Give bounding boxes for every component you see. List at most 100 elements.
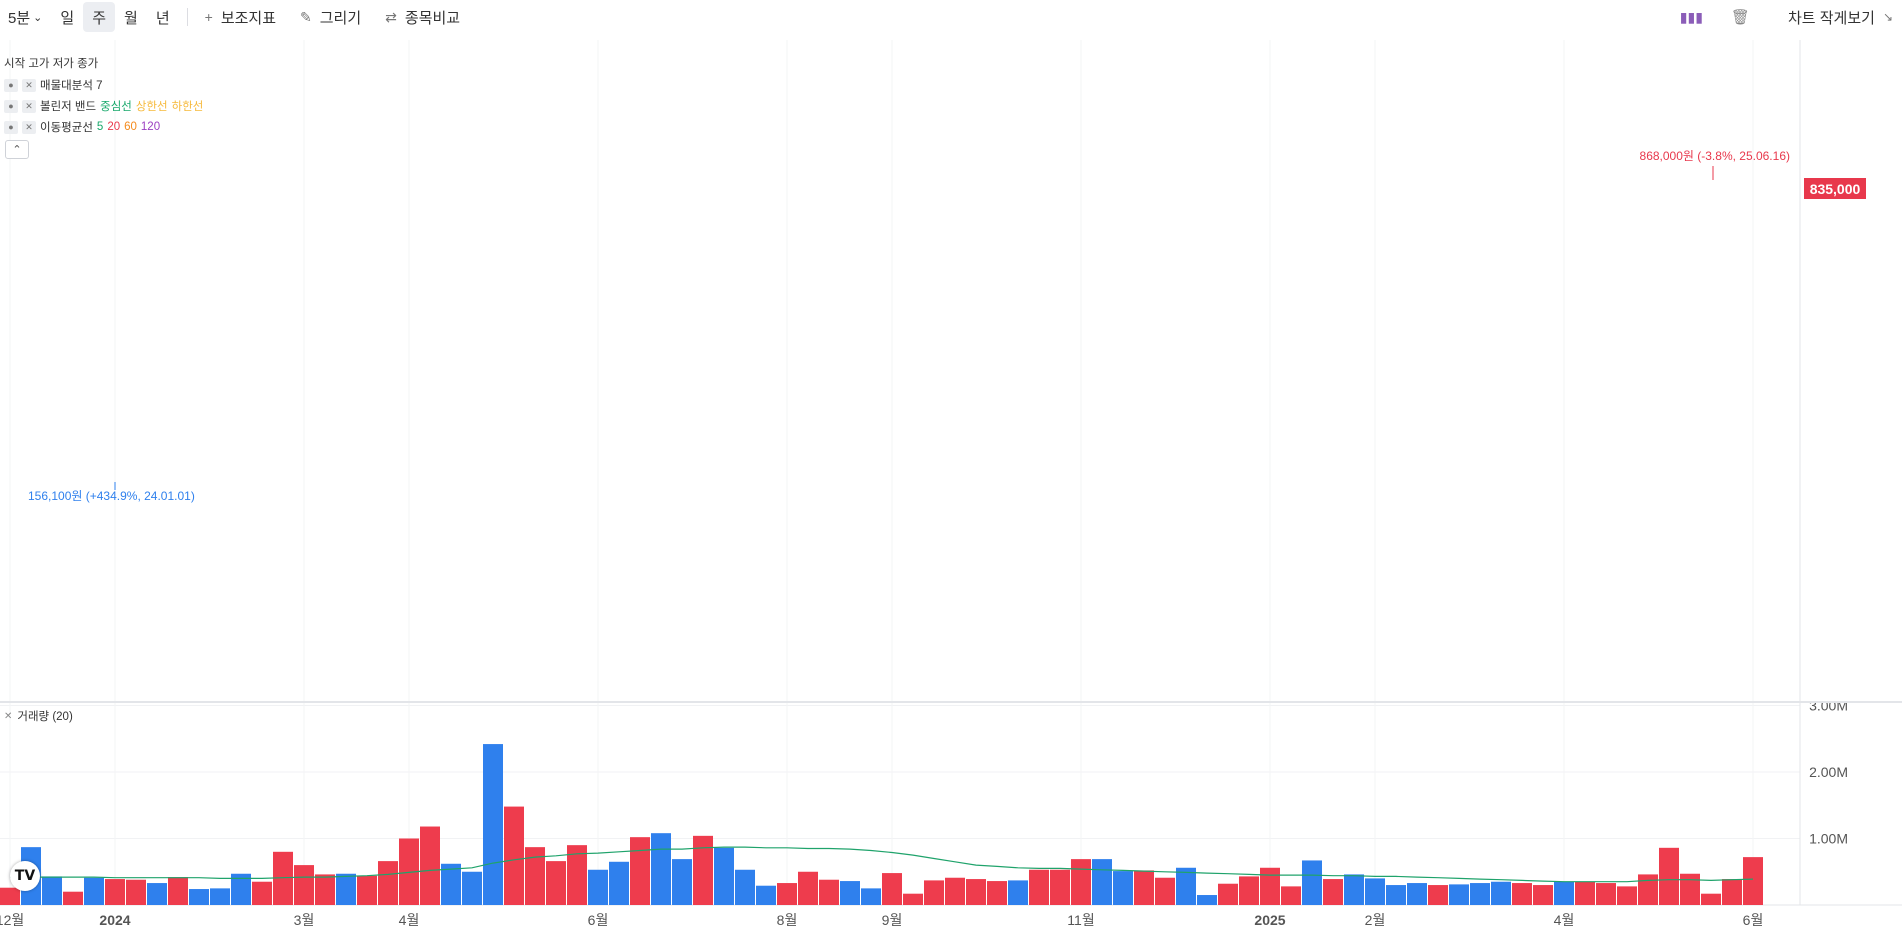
volume-bar bbox=[756, 885, 776, 905]
volume-bar bbox=[420, 826, 440, 905]
trash-icon: 🗑 bbox=[1730, 9, 1750, 26]
period-month-button[interactable]: 월 bbox=[115, 2, 147, 32]
ma5-label: 5 bbox=[96, 121, 104, 133]
volume-bar bbox=[504, 806, 524, 905]
bollinger-mid-label: 중심선 bbox=[100, 101, 132, 113]
volume-bar bbox=[1155, 877, 1175, 905]
volume-bar bbox=[1260, 867, 1280, 905]
current-price-tag: 835,000 bbox=[1804, 178, 1866, 199]
tradingview-logo[interactable]: TV bbox=[10, 861, 40, 891]
volume-bar bbox=[588, 869, 608, 905]
volume-bar bbox=[84, 877, 104, 905]
volume-bar bbox=[1617, 886, 1637, 905]
volume-bar bbox=[483, 744, 503, 905]
shrink-chart-button[interactable]: 차트 작게보기 ↘ bbox=[1779, 2, 1902, 32]
volume-bar bbox=[1323, 879, 1343, 905]
current-price-label: 835,000 bbox=[1809, 180, 1861, 197]
close-icon[interactable]: ✕ bbox=[22, 78, 36, 92]
time-tick-label: 4월 bbox=[1554, 912, 1575, 928]
ma120-label: 120 bbox=[140, 121, 161, 133]
volume-bar bbox=[126, 879, 146, 905]
volume-bar bbox=[1281, 886, 1301, 905]
volume-bar bbox=[840, 881, 860, 905]
volume-bar bbox=[357, 875, 377, 905]
volume-bar bbox=[147, 883, 167, 905]
high-annotation: 868,000원 (-3.8%, 25.06.16) bbox=[1640, 149, 1790, 163]
volume-bar bbox=[273, 851, 293, 905]
period-year-button[interactable]: 년 bbox=[147, 2, 179, 32]
legend-collapse-button[interactable]: ⌃ bbox=[5, 140, 29, 159]
period-day-button[interactable]: 일 bbox=[51, 2, 83, 32]
volume-bar bbox=[1512, 883, 1532, 905]
volume-bar bbox=[441, 863, 461, 905]
volume-bar bbox=[210, 888, 230, 905]
time-tick-label: 8월 bbox=[777, 912, 798, 928]
volume-bar bbox=[1092, 859, 1112, 905]
close-icon[interactable]: ✕ bbox=[22, 99, 36, 113]
low-annotation: 156,100원 (+434.9%, 24.01.01) bbox=[28, 489, 195, 503]
volume-bar bbox=[231, 873, 251, 905]
volume-bar bbox=[1533, 885, 1553, 905]
volume-bar bbox=[567, 845, 587, 905]
volume-bar bbox=[462, 871, 482, 905]
eye-icon[interactable]: ● bbox=[4, 99, 18, 113]
volume-bar bbox=[1596, 883, 1616, 905]
volume-bar bbox=[1113, 871, 1133, 905]
chevron-down-icon: ⌄ bbox=[33, 11, 43, 24]
volume-bar bbox=[525, 847, 545, 905]
compare-button[interactable]: ⇄ 종목비교 bbox=[376, 2, 469, 32]
time-tick-label: 2024 bbox=[99, 912, 130, 928]
volume-bar bbox=[546, 861, 566, 905]
volume-bar bbox=[609, 861, 629, 905]
draw-label: 그리기 bbox=[319, 9, 362, 27]
volume-bar bbox=[987, 881, 1007, 905]
interval-label: 5분 bbox=[8, 9, 31, 27]
period-week-button[interactable]: 주 bbox=[83, 2, 115, 32]
period-year-label: 년 bbox=[155, 9, 170, 27]
volume-bar bbox=[1008, 880, 1028, 905]
volume-bar bbox=[1470, 883, 1490, 905]
time-tick-label: 2월 bbox=[1365, 912, 1386, 928]
time-tick-label: 3월 bbox=[294, 912, 315, 928]
volume-bar bbox=[651, 833, 671, 905]
volume-label: 거래량 (20) bbox=[17, 711, 73, 723]
interval-select[interactable]: 5분 ⌄ bbox=[0, 2, 51, 32]
close-icon[interactable]: ✕ bbox=[4, 710, 13, 722]
volume-bar bbox=[1491, 881, 1511, 905]
time-tick-label: 9월 bbox=[882, 912, 903, 928]
bollinger-lower-label: 하한선 bbox=[171, 101, 204, 113]
draw-button[interactable]: ✎ 그리기 bbox=[291, 2, 370, 32]
ohlc-legend-label: 시작 고가 저가 종가 bbox=[4, 58, 99, 70]
delete-button[interactable]: 🗑 bbox=[1722, 2, 1759, 32]
chevron-up-icon: ⌃ bbox=[12, 144, 22, 156]
volume-tick-label: 2.00M bbox=[1809, 764, 1848, 780]
volume-bar bbox=[42, 876, 62, 905]
volume-bar bbox=[336, 873, 356, 905]
eye-icon[interactable]: ● bbox=[4, 120, 18, 134]
indicators-button[interactable]: + 보조지표 bbox=[196, 2, 285, 32]
chart-toolbar: 5분 ⌄ 일 주 월 년 + 보조지표 ✎ 그리기 ⇄ 종목비교 ▮▮▮ 🗑 차… bbox=[0, 0, 1902, 34]
indicators-label: 보조지표 bbox=[220, 9, 277, 27]
volume-bar bbox=[1218, 883, 1238, 905]
volume-bar bbox=[777, 883, 797, 905]
volume-bar bbox=[1134, 870, 1154, 905]
volume-bar bbox=[1239, 876, 1259, 905]
candle-style-button[interactable]: ▮▮▮ bbox=[1671, 2, 1712, 32]
volume-profile-label: 매물대분석 7 bbox=[40, 80, 103, 92]
volume-bar bbox=[1365, 878, 1385, 905]
swap-icon: ⇄ bbox=[385, 8, 397, 25]
shrink-chart-label: 차트 작게보기 bbox=[1787, 9, 1875, 27]
time-tick-label: 4월 bbox=[399, 912, 420, 928]
volume-tick-label: 1.00M bbox=[1809, 831, 1848, 847]
volume-ma-line bbox=[10, 846, 1754, 883]
eye-icon[interactable]: ● bbox=[4, 78, 18, 92]
volume-bar bbox=[819, 879, 839, 905]
close-icon[interactable]: ✕ bbox=[22, 120, 36, 134]
candle-style-icon: ▮▮▮ bbox=[1679, 8, 1703, 25]
bollinger-label: 볼린저 밴드 bbox=[40, 101, 97, 113]
volume-bar bbox=[882, 873, 902, 905]
volume-bar bbox=[1197, 895, 1217, 905]
volume-bar bbox=[1071, 859, 1091, 905]
time-tick-label: 6월 bbox=[1743, 912, 1764, 928]
